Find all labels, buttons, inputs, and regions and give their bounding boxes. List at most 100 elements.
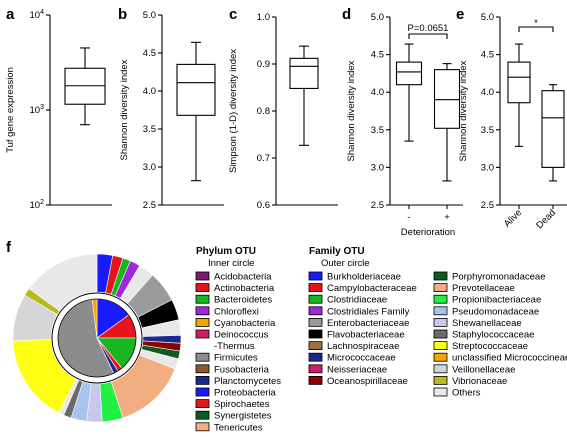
legend-swatch	[308, 341, 323, 351]
box-+	[433, 63, 461, 182]
legend-item-streptococcaceae: Streptococcaceae	[433, 341, 528, 352]
legend-swatch	[195, 329, 210, 339]
y-axis-title: Shannon diversity index	[346, 60, 357, 161]
legend-label: Spirochaetes	[214, 399, 270, 410]
legend-swatch	[433, 329, 448, 339]
legend-item-shewanellaceae: Shewanellaceae	[433, 317, 522, 329]
inner-ring-border	[51, 292, 143, 384]
legend-label: Neisseriaceae	[327, 364, 387, 375]
y-tick-label: 4.0	[143, 86, 156, 97]
legend-label: Synergistetes	[214, 411, 272, 422]
panel-b: b 2.5 3.0 3.5 4.0 4.5 5.0 Shannon diversity ind…	[118, 6, 224, 211]
y-axis-title: Shannon diversity index	[119, 59, 130, 160]
box-all	[64, 47, 106, 126]
y-tick-exponent: 3	[40, 104, 44, 111]
panel-letter-d: d	[342, 6, 351, 23]
box-Alive	[507, 43, 531, 147]
legend-swatch	[433, 317, 448, 327]
legend-swatch	[195, 294, 210, 304]
legend-item-oceanospirillaceae: Oceanospirillaceae	[308, 375, 408, 387]
legend-label-continued: -Thermus	[214, 341, 255, 352]
legend-swatch	[195, 317, 210, 327]
legend-swatch	[433, 364, 448, 374]
y-tick-label: 0.8	[257, 106, 270, 117]
box-iqr	[395, 61, 423, 86]
y-tick-label: 3.5	[371, 125, 384, 136]
legend-label: Bacteroidetes	[214, 295, 272, 306]
legend-label: Campylobacteraceae	[327, 283, 417, 294]
legend-label: Streptococcaceae	[452, 341, 528, 352]
box-iqr	[176, 63, 216, 116]
y-tick-label: 2.5	[143, 200, 156, 211]
y-tick-label: 4.5	[371, 50, 384, 61]
panel-letter-f: f	[6, 239, 12, 256]
legend-label: Prevotellaceae	[452, 283, 515, 294]
legend-label: Veillonellaceae	[452, 364, 515, 375]
y-tick-label: 3.5	[481, 125, 494, 136]
y-tick-label: 4.5	[143, 48, 156, 59]
y-tick-label: 4.5	[481, 50, 494, 61]
y-tick-label: 102	[30, 199, 45, 211]
y-tick-label: 104	[30, 9, 45, 21]
legend-swatch	[308, 283, 323, 293]
legend-label: Acidobacteria	[214, 272, 272, 283]
y-tick-label: 5.0	[143, 10, 156, 21]
legend-item-flavobacteriaceae: Flavobacteriaceae	[308, 330, 405, 341]
box-Dead	[541, 84, 565, 182]
x-tick-label: +	[444, 212, 450, 223]
legend-swatch	[195, 283, 210, 293]
legend-item-others: Others	[433, 388, 481, 399]
box-all	[176, 41, 216, 182]
y-tick-label: 1.0	[257, 12, 270, 23]
y-tick-base: 10	[30, 10, 41, 21]
legend-label: Micrococcaceae	[327, 353, 396, 364]
legend-swatch	[195, 271, 210, 281]
legend-swatch	[433, 375, 448, 385]
box-all	[289, 45, 319, 146]
legend-item-propionibacteriaceae: Propionibacteriaceae	[433, 295, 541, 306]
legend-label: Clostridiales Family	[327, 306, 410, 317]
y-tick-label: 4.0	[371, 87, 384, 98]
legend-item-enterobacteriaceae: Enterobacteriaceae	[308, 317, 409, 329]
legend-swatch	[308, 375, 323, 385]
legend-label: Clostridiaceae	[327, 295, 387, 306]
legend-item-micrococcaceae: Micrococcaceae	[308, 353, 396, 364]
legend-label: Planctomycetes	[214, 376, 281, 387]
legend-swatch	[195, 375, 210, 385]
y-tick-label: 3.0	[481, 162, 494, 173]
legend-swatch	[195, 306, 210, 316]
legend-item-cyanobacteria: Cyanobacteria	[195, 317, 276, 329]
legend-item-burkholderiaceae: Burkholderiaceae	[308, 271, 401, 283]
y-tick-label: 3.0	[143, 162, 156, 173]
legend-item-tenericutes: Tenericutes	[195, 422, 263, 433]
legend-item-campylobacteraceae: Campylobacteraceae	[308, 283, 417, 294]
panel-letter-a: a	[6, 6, 15, 23]
legend-item-chloroflexi: Chloroflexi	[195, 306, 259, 317]
legend-item-synergistetes: Synergistetes	[195, 411, 272, 422]
legend-item-lachnospiraceae: Lachnospiraceae	[308, 341, 399, 352]
x-axis-title: Deterioration	[401, 227, 455, 238]
legend-item-vibrionaceae: Vibrionaceae	[433, 375, 507, 387]
legend-label: Propionibacteriaceae	[452, 295, 541, 306]
legend-label: Firmicutes	[214, 353, 258, 364]
y-tick-exponent: 2	[40, 199, 44, 206]
box--	[395, 43, 423, 142]
legend-swatch	[308, 294, 323, 304]
legend-label: Staphylococcaceae	[452, 330, 534, 341]
legend-label: Cyanobacteria	[214, 318, 276, 329]
legend-item-clostridiaceae: Clostridiaceae	[308, 294, 387, 306]
legend-swatch	[308, 317, 323, 327]
panel-letter-c: c	[229, 6, 237, 23]
outer-legend-title: Family OTU	[309, 246, 365, 257]
legend-item-planctomycetes: Planctomycetes	[195, 375, 281, 387]
legend-swatch	[433, 306, 448, 316]
legend-swatch	[195, 352, 210, 362]
legend-item-prevotellaceae: Prevotellaceae	[433, 283, 515, 294]
legend-label: Oceanospirillaceae	[327, 376, 408, 387]
inner-pie-border	[57, 298, 137, 378]
legend-swatch	[308, 271, 323, 281]
y-tick-label: 2.5	[481, 200, 494, 211]
legend-item-veillonellaceae: Veillonellaceae	[433, 364, 515, 375]
legend-item-proteobacteria: Proteobacteria	[195, 388, 277, 399]
